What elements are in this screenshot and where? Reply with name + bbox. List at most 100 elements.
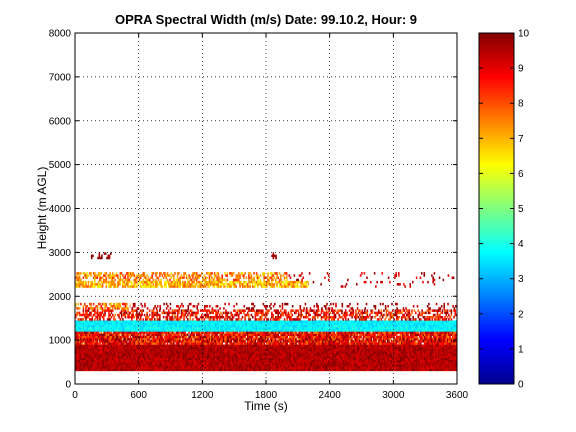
heatmap-cell (425, 348, 427, 352)
heatmap-cell (215, 353, 217, 356)
heatmap-cell (399, 355, 402, 358)
heatmap-cell (344, 340, 347, 343)
heatmap-cell (282, 362, 285, 365)
heatmap-cell (82, 340, 85, 343)
heatmap-cell (392, 346, 394, 350)
heatmap-cell (267, 333, 269, 337)
heatmap-cell (384, 344, 386, 347)
heatmap-cell (376, 342, 379, 345)
heatmap-cell (291, 353, 294, 356)
heatmap-cell (248, 355, 250, 358)
heatmap-cell (381, 368, 384, 372)
heatmap-cell (397, 368, 399, 372)
heatmap-cell (187, 359, 189, 363)
heatmap-cell (441, 366, 444, 369)
heatmap-cell (332, 359, 334, 363)
heatmap-cell (232, 364, 235, 367)
heatmap-cell (202, 366, 204, 369)
heatmap-cell (310, 348, 313, 352)
heatmap-cell (341, 344, 343, 347)
heatmap-cell (240, 348, 243, 352)
heatmap-cell (97, 362, 100, 365)
heatmap-cell (232, 359, 235, 363)
heatmap-cell (296, 364, 299, 367)
heatmap-cell (450, 364, 453, 367)
heatmap-cell (339, 366, 342, 369)
heatmap-cell (324, 351, 327, 354)
heatmap-cell (282, 346, 285, 350)
heatmap-cell (222, 348, 225, 352)
heatmap-cell (83, 344, 86, 347)
heatmap-cell (421, 362, 423, 365)
heatmap-cell (225, 340, 227, 343)
heatmap-cell (314, 353, 316, 356)
heatmap-cell (380, 335, 383, 339)
heatmap-cell (137, 362, 139, 365)
heatmap-cell (366, 335, 369, 339)
heatmap-cell (170, 362, 173, 365)
heatmap-cell (142, 346, 145, 350)
heatmap-cell (206, 342, 208, 345)
heatmap-cell (232, 348, 235, 352)
heatmap-cell (384, 346, 386, 350)
heatmap-cell (263, 335, 266, 339)
heatmap-cell (348, 344, 351, 347)
heatmap-cell (342, 362, 344, 365)
heatmap-cell (346, 335, 348, 339)
heatmap-cell (308, 366, 310, 369)
heatmap-cell (291, 342, 294, 345)
heatmap-cell (148, 368, 151, 372)
heatmap-cell (430, 359, 432, 363)
heatmap-cell (281, 342, 283, 345)
heatmap-cell (316, 346, 319, 350)
heatmap-cell (364, 353, 366, 356)
heatmap-cells (75, 252, 458, 372)
heatmap-cell (355, 348, 357, 352)
heatmap-cell (83, 335, 86, 339)
heatmap-cell (131, 353, 133, 356)
heatmap-cell (334, 344, 337, 347)
heatmap-cell (230, 359, 232, 363)
heatmap-cell (124, 355, 127, 358)
heatmap-cell (129, 355, 132, 358)
heatmap-cell (439, 368, 441, 372)
heatmap-cell (165, 340, 167, 343)
heatmap-cell (384, 333, 386, 337)
heatmap-cell (257, 335, 259, 339)
heatmap-cell (75, 340, 77, 343)
heatmap-cell (370, 368, 372, 372)
heatmap-cell (220, 368, 222, 372)
heatmap-cell (170, 351, 173, 354)
heatmap-cell (414, 364, 417, 367)
heatmap-cell (180, 359, 183, 363)
heatmap-cell (274, 335, 277, 339)
heatmap-cell (127, 362, 129, 365)
heatmap-cell (234, 337, 236, 341)
heatmap-cell (216, 346, 218, 350)
heatmap-cell (399, 353, 402, 356)
heatmap-cell (425, 353, 427, 356)
heatmap-cell (264, 368, 267, 372)
heatmap-cell (197, 357, 199, 361)
heatmap-cell (297, 340, 300, 343)
heatmap-cell (274, 348, 277, 352)
heatmap-cell (86, 337, 89, 341)
heatmap-cell (173, 355, 175, 358)
heatmap-cell (406, 348, 408, 352)
heatmap-cell (125, 355, 128, 358)
heatmap-cell (318, 346, 320, 350)
heatmap-cell (152, 348, 155, 352)
heatmap-cell (101, 346, 104, 350)
heatmap-cell (147, 342, 150, 345)
heatmap-cell (328, 331, 330, 334)
heatmap-cell (243, 331, 245, 334)
heatmap-cell (194, 335, 197, 339)
heatmap-cell (371, 342, 374, 345)
heatmap-cell (430, 355, 432, 358)
heatmap-cell (442, 357, 445, 361)
heatmap-cell (299, 335, 301, 339)
heatmap-cell (194, 355, 197, 358)
heatmap-cell (264, 351, 267, 354)
heatmap-cell (226, 346, 229, 350)
heatmap-cell (260, 366, 263, 369)
